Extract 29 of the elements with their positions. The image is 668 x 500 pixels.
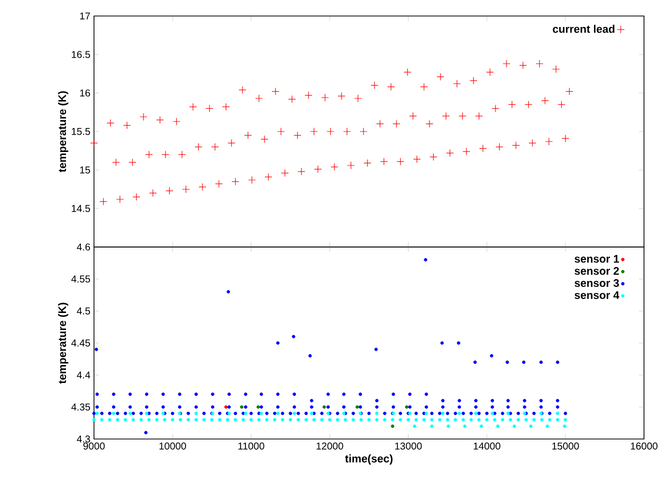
y-tick-label: 4.6 — [76, 243, 90, 251]
y-axis-title: temperature (K) — [58, 302, 68, 384]
y-tick-label: 4.5 — [76, 308, 90, 314]
y-tick-label: 4.45 — [71, 340, 90, 346]
y-tick-label: 4.4 — [76, 372, 90, 378]
y-tick-label: 4.35 — [71, 403, 90, 411]
x-tick-label: 14000 — [474, 442, 500, 450]
legend-label: sensor 3 — [574, 279, 619, 287]
x-tick-label: 12000 — [316, 442, 344, 450]
y-tick-label: 4.55 — [71, 276, 90, 282]
x-tick-label: 16000 — [630, 442, 658, 450]
x-tick-label: 11000 — [238, 442, 264, 450]
y-tick-label: 16 — [80, 89, 90, 97]
y-axis-title: temperature (K) — [58, 91, 68, 172]
x-tick-label: 9000 — [83, 442, 105, 450]
legend-label: sensor 4 — [574, 291, 620, 299]
y-tick-label: 15.5 — [72, 128, 90, 135]
legend-label: current lead — [552, 24, 614, 33]
y-tick-label: 17 — [80, 12, 90, 20]
x-tick-label: 10000 — [159, 442, 186, 450]
legend-label: sensor 1 — [574, 255, 620, 263]
y-tick-label: 16.5 — [72, 50, 90, 58]
x-tick-label: 15000 — [552, 442, 579, 450]
y-tick-label: 4.3 — [76, 435, 90, 443]
y-tick-label: 14.5 — [72, 205, 90, 212]
y-tick-label: 15 — [80, 166, 90, 174]
legend-label: sensor 2 — [574, 267, 619, 275]
x-axis-title: time(sec) — [345, 454, 393, 465]
x-tick-label: 13000 — [395, 442, 422, 450]
